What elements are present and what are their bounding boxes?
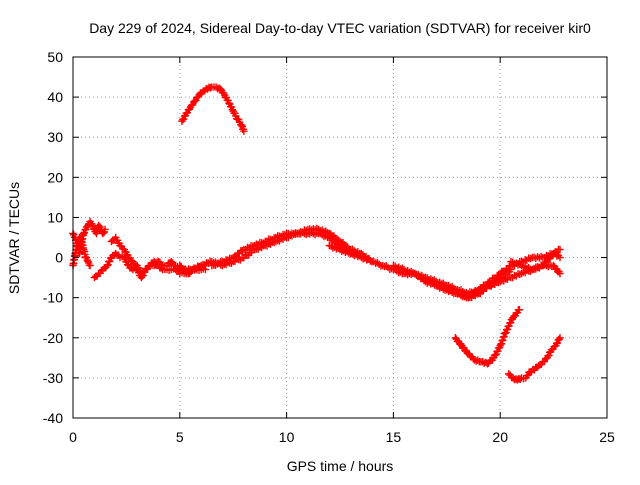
data-point (188, 101, 197, 109)
data-point (216, 85, 225, 93)
series-arc-late-4 (507, 245, 564, 274)
data-point (101, 225, 109, 234)
y-tick-label: -10 (43, 290, 63, 306)
x-tick-label: 5 (176, 429, 184, 445)
x-axis-label: GPS time / hours (287, 458, 394, 474)
data-point (103, 261, 111, 270)
x-tick-label: 25 (599, 429, 615, 445)
data-point (201, 265, 210, 274)
y-tick-label: -30 (43, 370, 63, 386)
chart-title: Day 229 of 2024, Sidereal Day-to-day VTE… (89, 20, 591, 36)
data-point (556, 253, 564, 262)
plot-frame (72, 56, 608, 419)
axes: 0 5 10 15 20 25 -40 -30 -20 -10 0 10 20 30 40 50 (43, 49, 615, 445)
y-axis-label: SDTVAR / TECUs (6, 182, 22, 294)
series-arc-low-1 (451, 306, 524, 368)
data-point (240, 127, 248, 135)
y-tick-label: 30 (47, 129, 63, 145)
series-arc-low-2 (505, 334, 564, 384)
data-point (556, 245, 564, 254)
data-point (556, 334, 564, 342)
series-arc-high (178, 83, 248, 135)
data-point (556, 269, 564, 278)
y-tick-label: 10 (47, 209, 63, 225)
y-tick-label: 20 (47, 169, 63, 185)
data-point (515, 306, 524, 314)
y-tick-label: 50 (47, 49, 63, 65)
data-point (79, 229, 88, 238)
data-point (191, 97, 199, 105)
y-tick-label: -40 (43, 410, 63, 426)
x-tick-label: 0 (69, 429, 77, 445)
y-tick-label: -20 (43, 330, 63, 346)
series-arc-midday (208, 224, 376, 270)
series-arc-early-2 (69, 233, 94, 270)
data-points (69, 83, 564, 384)
x-tick-label: 10 (279, 429, 295, 445)
grid-lines (73, 57, 607, 418)
y-tick-label: 0 (55, 250, 63, 266)
data-point (86, 261, 94, 270)
x-tick-label: 20 (492, 429, 508, 445)
y-tick-label: 40 (47, 89, 63, 105)
series-arc-late-2 (432, 249, 564, 302)
x-tick-label: 15 (386, 429, 402, 445)
